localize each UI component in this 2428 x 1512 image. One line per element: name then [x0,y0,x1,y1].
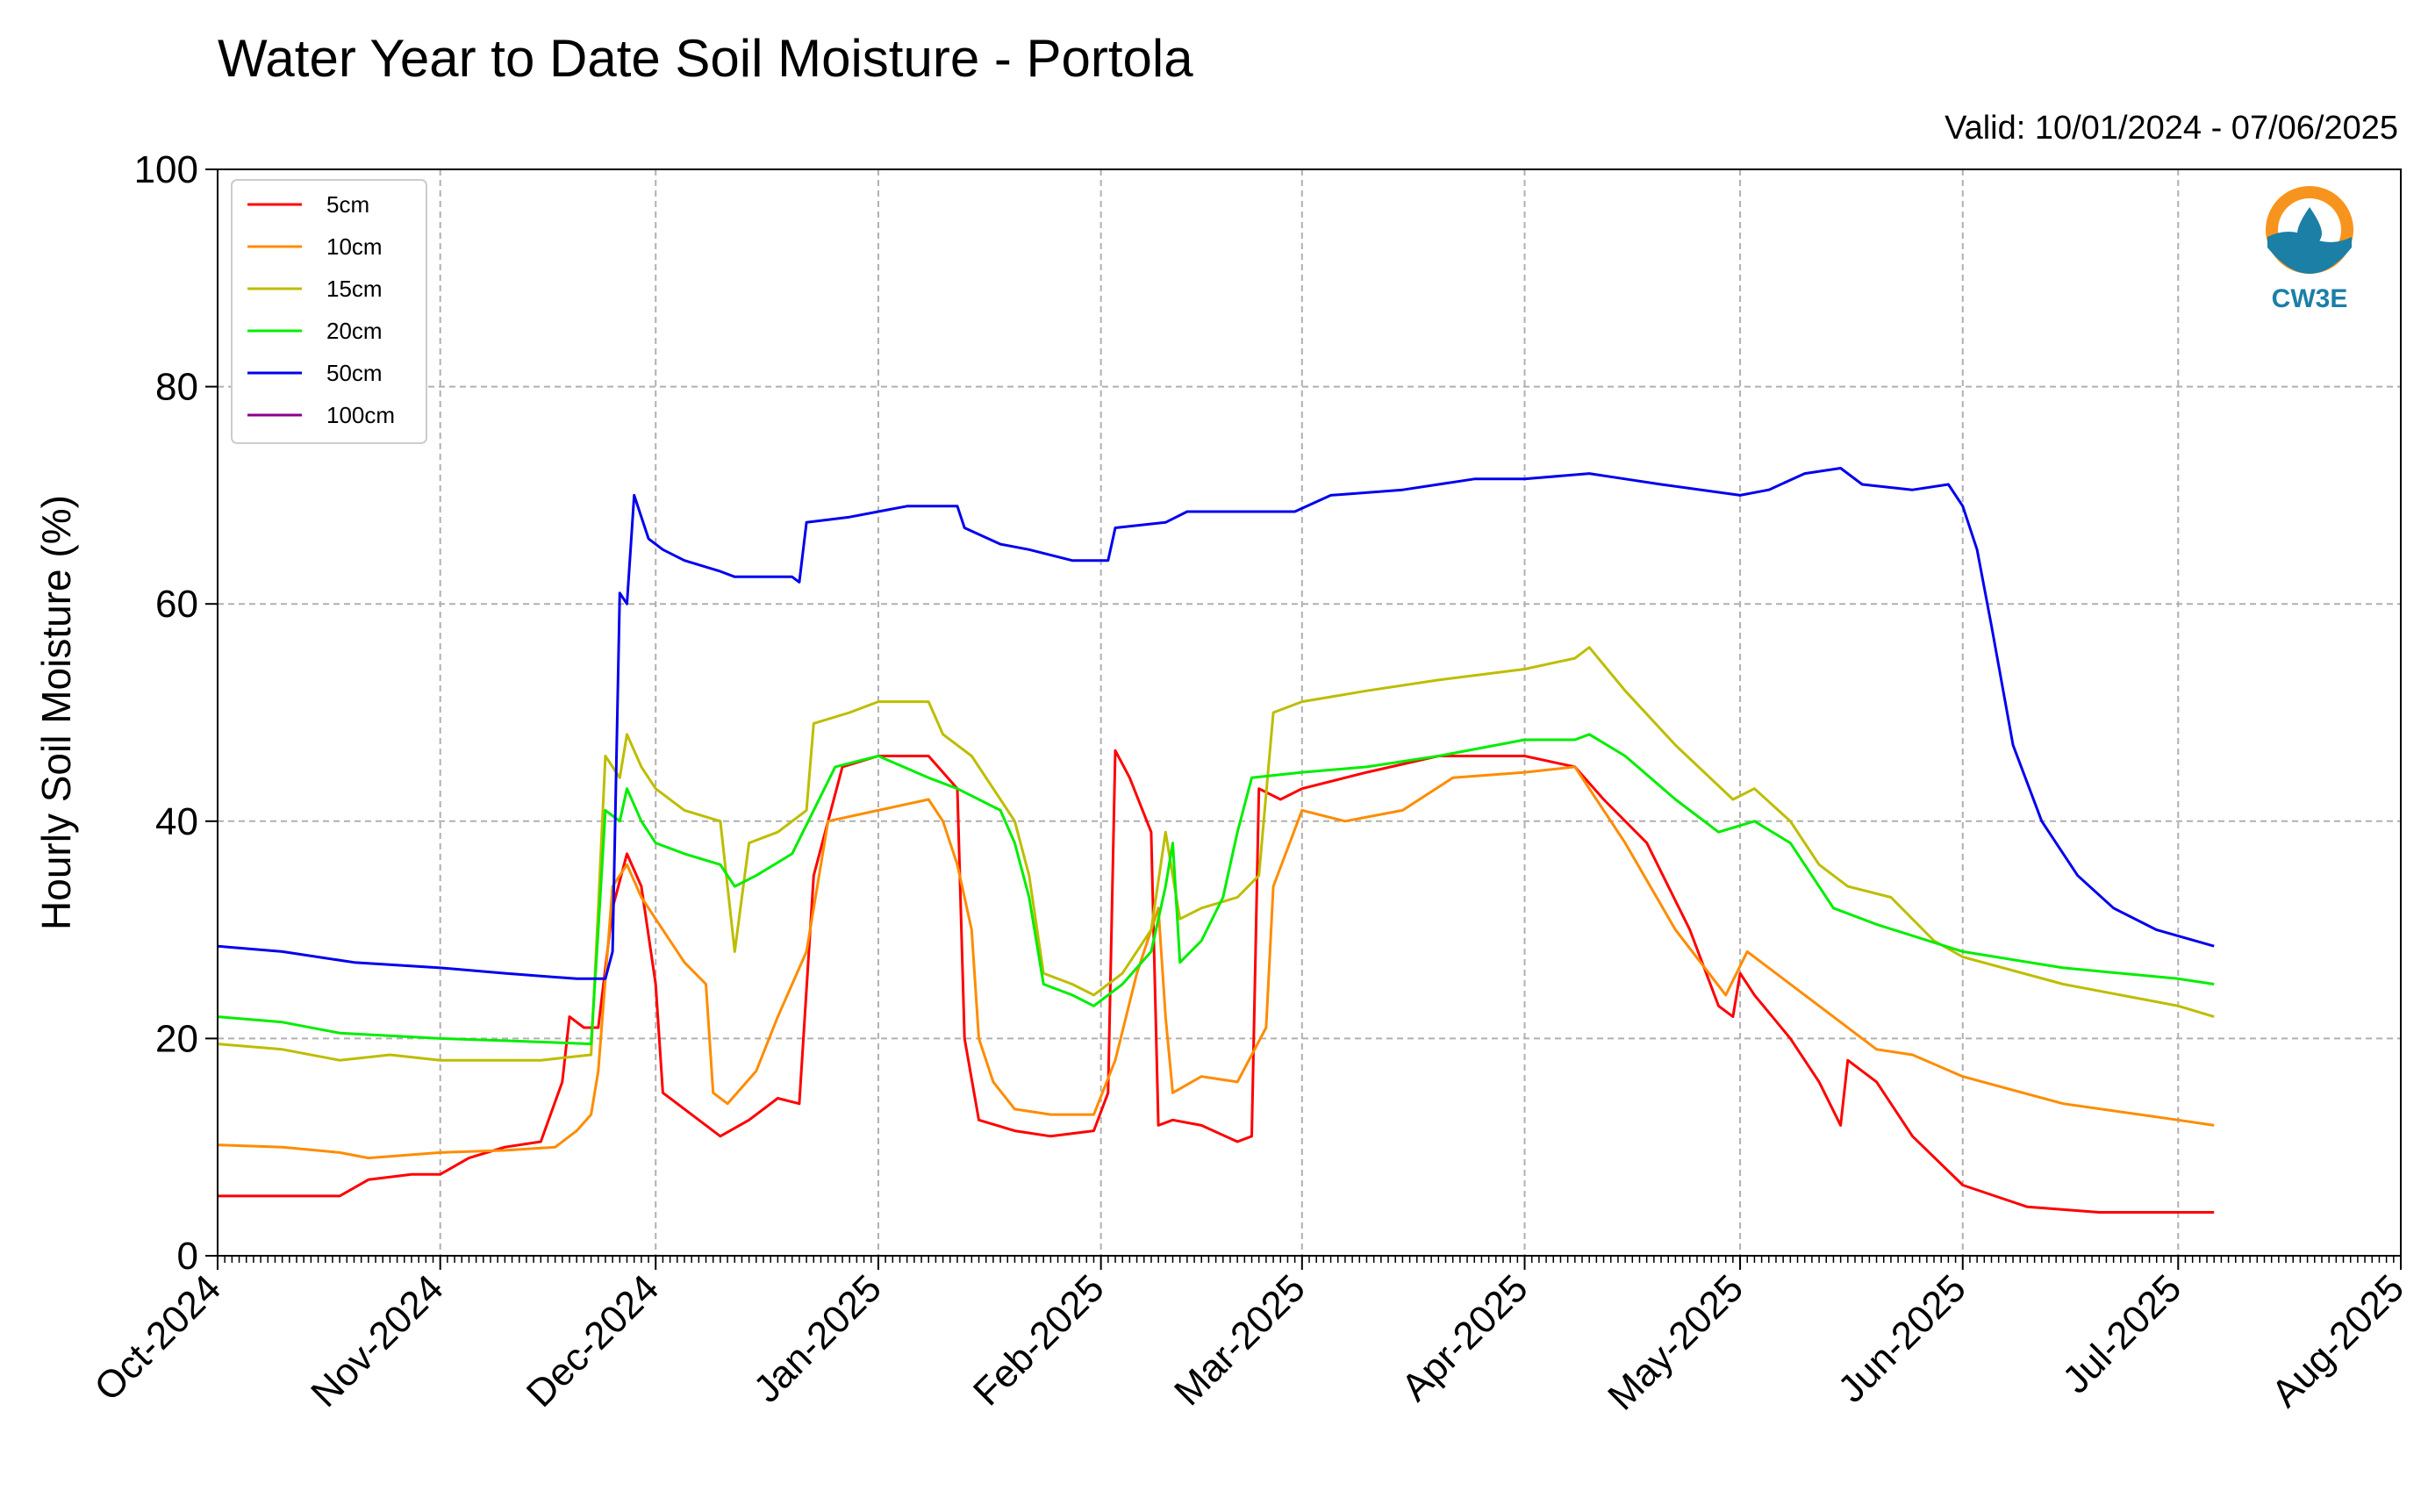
legend-label-5cm: 5cm [326,191,369,218]
y-tick-label: 0 [177,1235,198,1278]
x-tick-label: Mar-2025 [1166,1266,1314,1414]
legend-label-20cm: 20cm [326,318,383,344]
chart-title: Water Year to Date Soil Moisture - Porto… [218,29,1193,88]
series-line-10cm [217,765,2215,1160]
series-line-15cm [217,646,2215,1062]
legend-label-100cm: 100cm [326,402,395,428]
x-minor-ticks [217,1256,2402,1263]
x-tick-label: Jul-2025 [2054,1266,2189,1401]
x-tick-label: May-2025 [1600,1266,1751,1418]
x-tick-label: Feb-2025 [965,1266,1113,1414]
y-tick-label: 40 [155,800,198,843]
legend: 5cm 10cm 15cm 20cm 50cm 100cm [231,179,427,444]
series-line-20cm [217,733,2215,1046]
logo-water-icon [2267,232,2352,274]
y-tick-label: 100 [134,148,198,191]
grid-lines [218,169,2401,1256]
x-tick-label: Dec-2024 [519,1266,668,1415]
x-tick-label: Nov-2024 [303,1266,452,1415]
plot-frame [217,168,2402,1257]
y-tick-label: 20 [155,1017,198,1060]
series-lines [217,467,2215,1214]
series-line-5cm [218,749,2215,1214]
legend-label-15cm: 15cm [326,276,383,302]
x-axis: Oct-2024 Nov-2024 Dec-2024 Jan-2025 Feb-2025… [86,1256,2412,1418]
x-tick-label: Aug-2025 [2263,1266,2412,1415]
x-minor-tick [217,1256,2402,1263]
y-tick-label: 80 [155,366,198,409]
legend-label-50cm: 50cm [326,360,383,386]
y-axis: 0 20 40 60 80 100 [134,148,218,1278]
legend-label-10cm: 10cm [326,233,383,260]
x-tick-label: Jan-2025 [746,1266,890,1410]
x-tick-label: Jun-2025 [1830,1266,1973,1410]
x-tick-label: Apr-2025 [1393,1266,1536,1409]
logo-text: CW3E [2272,284,2348,313]
logo-drop-icon [2297,207,2322,246]
y-axis-label: Hourly Soil Moisture (%) [33,495,79,930]
y-tick-label: 60 [155,583,198,626]
valid-date-range: Valid: 10/01/2024 - 07/06/2025 [1945,110,2398,147]
series-line-50cm [217,467,2215,980]
cw3e-logo: CW3E [2266,186,2353,313]
x-tick-label: Oct-2024 [86,1266,229,1409]
